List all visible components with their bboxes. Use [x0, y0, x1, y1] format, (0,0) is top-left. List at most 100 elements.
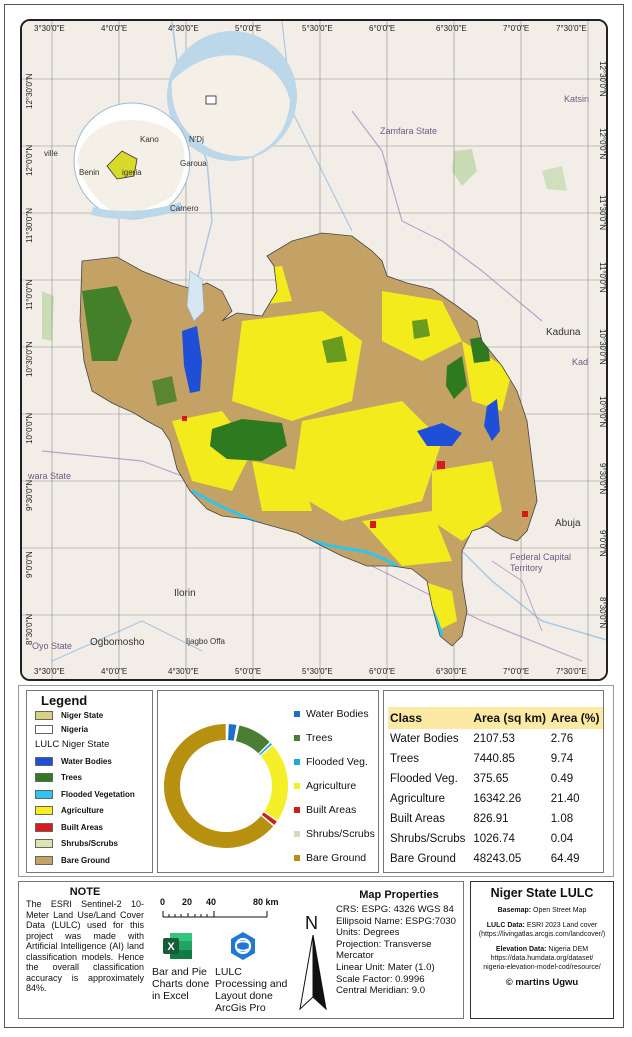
- label-ilorin: Ilorin: [174, 588, 196, 599]
- legend-class-label: Water Bodies: [61, 756, 112, 766]
- chart-legend-swatch: [294, 831, 300, 837]
- coord-bottom-2: 4°30'0"E: [168, 667, 199, 676]
- chart-legend-label: Shrubs/Scrubs: [306, 828, 375, 840]
- cell-area-sqkm: 826.91: [473, 813, 509, 825]
- coord-right-0: 12°30'0"N: [598, 61, 607, 97]
- legend-panel: Legend Niger State Nigeria LULC Niger St…: [26, 690, 153, 873]
- elev-url-1: https://data.humdata.org/dataset/: [490, 955, 594, 962]
- label-ville: ville: [44, 149, 58, 158]
- chart-legend: Water Bodies Trees Flooded Veg. Agriculture…: [294, 702, 375, 870]
- chart-legend-item: Bare Ground: [294, 846, 375, 870]
- legend-class-row: Bare Ground: [35, 852, 144, 869]
- coord-bottom-3: 5°0'0"E: [235, 667, 262, 676]
- table-row: Shrubs/Scrubs 1026.74 0.04: [388, 829, 603, 849]
- donut-slice-agriculture: [260, 745, 288, 821]
- coord-right-1: 12°0'0"N: [598, 128, 607, 160]
- label-katsina: Katsin: [564, 94, 590, 104]
- coord-right-5: 10°0'0"N: [598, 396, 607, 428]
- cell-area-pct: 64.49: [550, 853, 580, 865]
- col-area-pct: Area (%): [548, 707, 603, 729]
- legend-niger-state: Niger State: [35, 708, 144, 722]
- map-properties-title: Map Properties: [359, 889, 439, 901]
- chart-legend-swatch: [294, 855, 300, 861]
- label-kwara: wara State: [28, 471, 72, 481]
- cell-area-sqkm: 2107.53: [473, 733, 515, 745]
- prop-units: Units: Degrees: [336, 927, 400, 939]
- cell-area-pct: 21.40: [550, 793, 580, 805]
- elev-label: Elevation Data:: [495, 946, 547, 953]
- cell-class: Flooded Veg.: [390, 773, 458, 785]
- legend-class-label: Bare Ground: [61, 855, 110, 865]
- donut-chart: [163, 724, 288, 848]
- legend-class-swatch: [35, 839, 53, 849]
- coord-right-7: 9°0'0"N: [598, 530, 607, 557]
- legend-class-swatch: [35, 756, 53, 766]
- legend-class-swatch: [35, 806, 53, 816]
- chart-legend-label: Agriculture: [306, 780, 357, 792]
- label-abuja: Abuja: [555, 518, 581, 529]
- coord-top-7: 7°0'0"E: [503, 24, 530, 33]
- niger-state-swatch: [35, 710, 53, 720]
- cell-class: Bare Ground: [390, 853, 456, 865]
- label-zamfara: Zamfara State: [380, 126, 438, 136]
- coord-left-1: 12°0'0"N: [25, 144, 34, 176]
- prop-linear-unit: Linear Unit: Mater (1.0): [336, 961, 435, 973]
- chart-legend-item: Shrubs/Scrubs: [294, 822, 375, 846]
- cell-area-pct: 2.76: [550, 733, 574, 745]
- coord-top-1: 4°0'0"E: [101, 24, 128, 33]
- coord-bottom-1: 4°0'0"E: [101, 667, 128, 676]
- label-benin: Benin: [79, 168, 100, 177]
- scale-bar: 0 20 40 80 km: [158, 894, 298, 924]
- basemap-label: Basemap:: [497, 907, 532, 914]
- coord-top-0: 3°30'0"E: [34, 24, 65, 33]
- cell-class: Shrubs/Scrubs: [390, 833, 466, 845]
- credits-panel: Niger State LULC Basemap: Open Street Ma…: [470, 881, 614, 1019]
- coord-bottom-5: 6°0'0"E: [369, 667, 396, 676]
- label-ijagbo: Ijagbo Offa: [186, 637, 225, 646]
- legend-niger-state-label: Niger State: [61, 710, 104, 720]
- prop-ellipsoid: Ellipsoid Name: ESPG:7030: [336, 915, 456, 927]
- map-frame[interactable]: 3°30'0"E 4°0'0"E 4°30'0"E 5°0'0"E 5°30'0…: [20, 19, 608, 681]
- label-camero: Camero: [170, 204, 199, 213]
- cell-area-sqkm: 1026.74: [473, 833, 515, 845]
- chart-legend-swatch: [294, 807, 300, 813]
- legend-class-row: Flooded Vegetation: [35, 786, 144, 803]
- legend-class-row: Trees: [35, 770, 144, 787]
- legend-class-row: Agriculture: [35, 803, 144, 820]
- label-igeria: igeria: [122, 168, 142, 177]
- basemap-line: Basemap: Open Street Map: [475, 906, 609, 915]
- cell-area-pct: 9.74: [550, 753, 574, 765]
- coord-bottom-4: 5°30'0"E: [302, 667, 333, 676]
- coord-bottom-8: 7°30'0"E: [556, 667, 587, 676]
- cell-area-sqkm: 16342.26: [473, 793, 522, 805]
- label-garoua: Garoua: [180, 159, 207, 168]
- coord-bottom-6: 6°30'0"E: [436, 667, 467, 676]
- scale-tick-20: 20: [182, 897, 193, 907]
- coord-top-2: 4°30'0"E: [168, 24, 199, 33]
- north-label: N: [305, 913, 318, 933]
- chart-legend-item: Water Bodies: [294, 702, 375, 726]
- map-canvas: [22, 21, 606, 679]
- chart-legend-swatch: [294, 711, 300, 717]
- area-table-panel: Class Area (sq km) Area (%) Water Bodies…: [383, 690, 604, 873]
- table-row: Water Bodies 2107.53 2.76: [388, 729, 603, 749]
- legend-nigeria: Nigeria: [35, 722, 144, 736]
- legend-class-swatch: [35, 789, 53, 799]
- legend-class-swatch: [35, 773, 53, 783]
- coord-right-8: 8°30'0"N: [598, 597, 607, 629]
- chart-legend-item: Trees: [294, 726, 375, 750]
- elev-value: Nigeria DEM: [548, 946, 589, 953]
- scale-tick-40: 40: [206, 897, 217, 907]
- chart-legend-item: Agriculture: [294, 774, 375, 798]
- cell-area-pct: 0.49: [550, 773, 574, 785]
- label-ndj: N'Dj: [189, 135, 204, 144]
- prop-central-meridian: Central Meridian: 9.0: [336, 985, 426, 997]
- elev-url-2: nigeria-elevation-model-cod/resource/: [483, 964, 601, 971]
- legend-nigeria-label: Nigeria: [61, 724, 89, 734]
- nigeria-swatch: [35, 724, 53, 734]
- svg-text:X: X: [167, 941, 175, 953]
- legend-class-row: Built Areas: [35, 819, 144, 836]
- label-fct: Federal Capital Territory: [510, 552, 572, 573]
- legend-title: Legend: [41, 693, 88, 708]
- cell-area-sqkm: 7440.85: [473, 753, 515, 765]
